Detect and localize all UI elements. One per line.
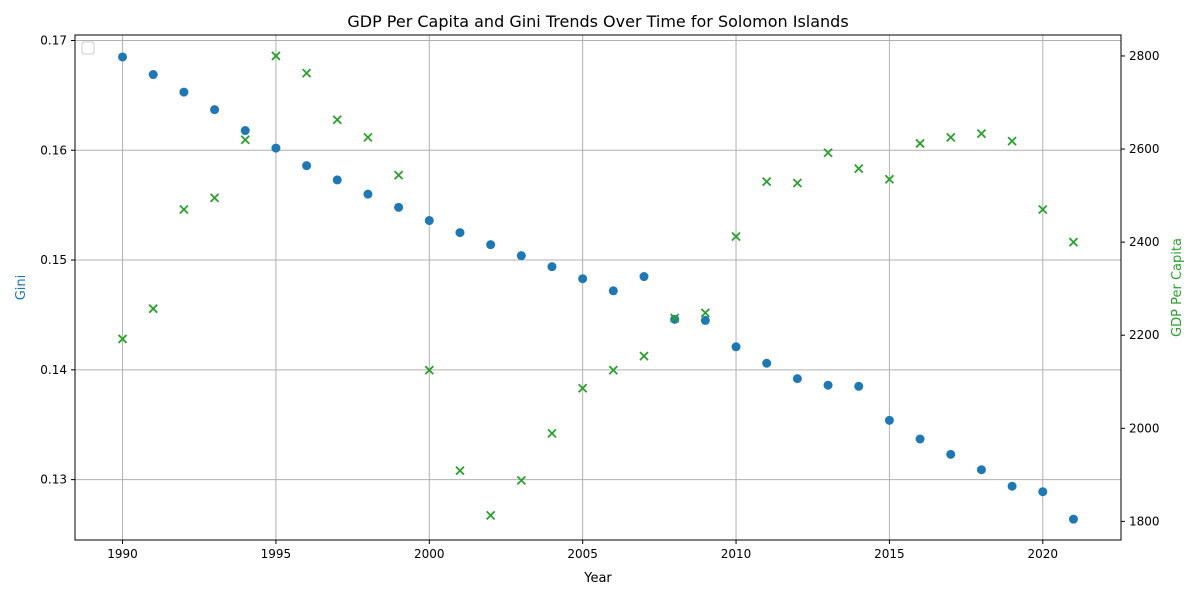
plot-points [117,51,1079,524]
gini-point [731,342,741,352]
x-tick-label: 2005 [567,547,598,561]
gini-point [762,358,772,368]
gini-point [240,126,250,136]
x-tick-label: 2020 [1028,547,1059,561]
gini-point [792,374,802,384]
gdp-point [547,428,557,439]
gini-point [363,189,373,199]
x-tick-label: 2000 [414,547,445,561]
gini-point [1038,487,1048,497]
y-tick-label-right: 2200 [1129,328,1160,342]
gini-point [118,52,128,62]
gini-point [455,228,465,238]
gini-point [486,240,496,250]
gini-point [271,143,281,153]
gdp-point [271,51,281,61]
gini-point [976,465,986,475]
y-axis-label-left: Gini [14,275,29,301]
gini-point [608,286,618,296]
gini-point [302,161,312,171]
gini-point [179,87,189,97]
y-tick-label-left: 0.15 [40,253,67,267]
gdp-point [363,132,373,143]
gdp-point [486,510,496,520]
chart-title: GDP Per Capita and Gini Trends Over Time… [347,12,848,31]
gdp-point [393,170,404,180]
y-tick-label-right: 1800 [1129,514,1160,528]
gdp-point [424,365,434,375]
legend-box [81,41,95,55]
y-tick-label-right: 2600 [1129,142,1160,156]
x-tick-label: 1990 [107,547,138,561]
gdp-point [516,475,526,486]
gdp-point [1068,237,1079,247]
gdp-point [240,135,250,145]
gini-point [700,315,710,325]
gdp-point [332,115,342,125]
x-tick-label: 2015 [874,547,905,561]
gini-point [1068,514,1078,524]
gdp-point [854,163,864,174]
gdp-point [1007,136,1017,146]
y-tick-label-left: 0.14 [40,363,67,377]
y-tick-label-right: 2400 [1129,235,1160,249]
gdp-point [731,231,741,242]
gini-point [578,274,588,284]
x-tick-label: 1995 [261,547,292,561]
gini-point [148,70,158,80]
gini-point [332,175,342,185]
gdp-point [639,351,649,361]
gdp-point [455,466,465,476]
gini-point [516,251,526,261]
grid-lines [75,35,1121,540]
y-tick-label-left: 0.13 [40,473,67,487]
y-tick-label-left: 0.17 [40,33,67,47]
gdp-point [1038,204,1048,215]
gdp-point [670,313,680,323]
gini-point [639,272,649,282]
x-axis-label: Year [583,571,612,586]
axes: 1990 1995 2000 2005 2010 2015 2020 0.13 0.14 0.15… [40,33,1159,561]
gdp-point [915,138,925,149]
gdp-point [762,176,772,187]
y-tick-label-right: 2800 [1129,49,1160,63]
x-tick-label: 2010 [721,547,752,561]
gdp-point [946,132,956,143]
y-tick-label-left: 0.16 [40,143,67,157]
gdp-point [884,174,895,184]
gdp-point [823,148,833,158]
gini-point [823,380,833,390]
gini-point [210,105,220,115]
gini-point [946,449,956,459]
gdp-point [117,334,128,344]
gini-point [547,262,557,272]
plot-frame [74,34,1122,541]
y-axis-label-right: GDP Per Capita [1170,238,1185,337]
gini-point [670,314,680,324]
gdp-point [578,383,588,393]
gini-point [884,415,894,425]
gdp-point [792,178,803,188]
gini-point [394,202,404,212]
gdp-point [179,204,189,215]
gini-point [424,216,434,226]
gdp-point [608,365,618,375]
gdp-point [976,129,987,139]
gdp-point [700,308,710,318]
gini-point [1007,481,1017,491]
gdp-point [209,193,220,203]
gini-point [854,381,864,391]
gini-point [915,434,925,444]
y-tick-label-right: 2000 [1129,421,1160,435]
gdp-point [148,304,158,314]
gdp-point [301,68,312,78]
